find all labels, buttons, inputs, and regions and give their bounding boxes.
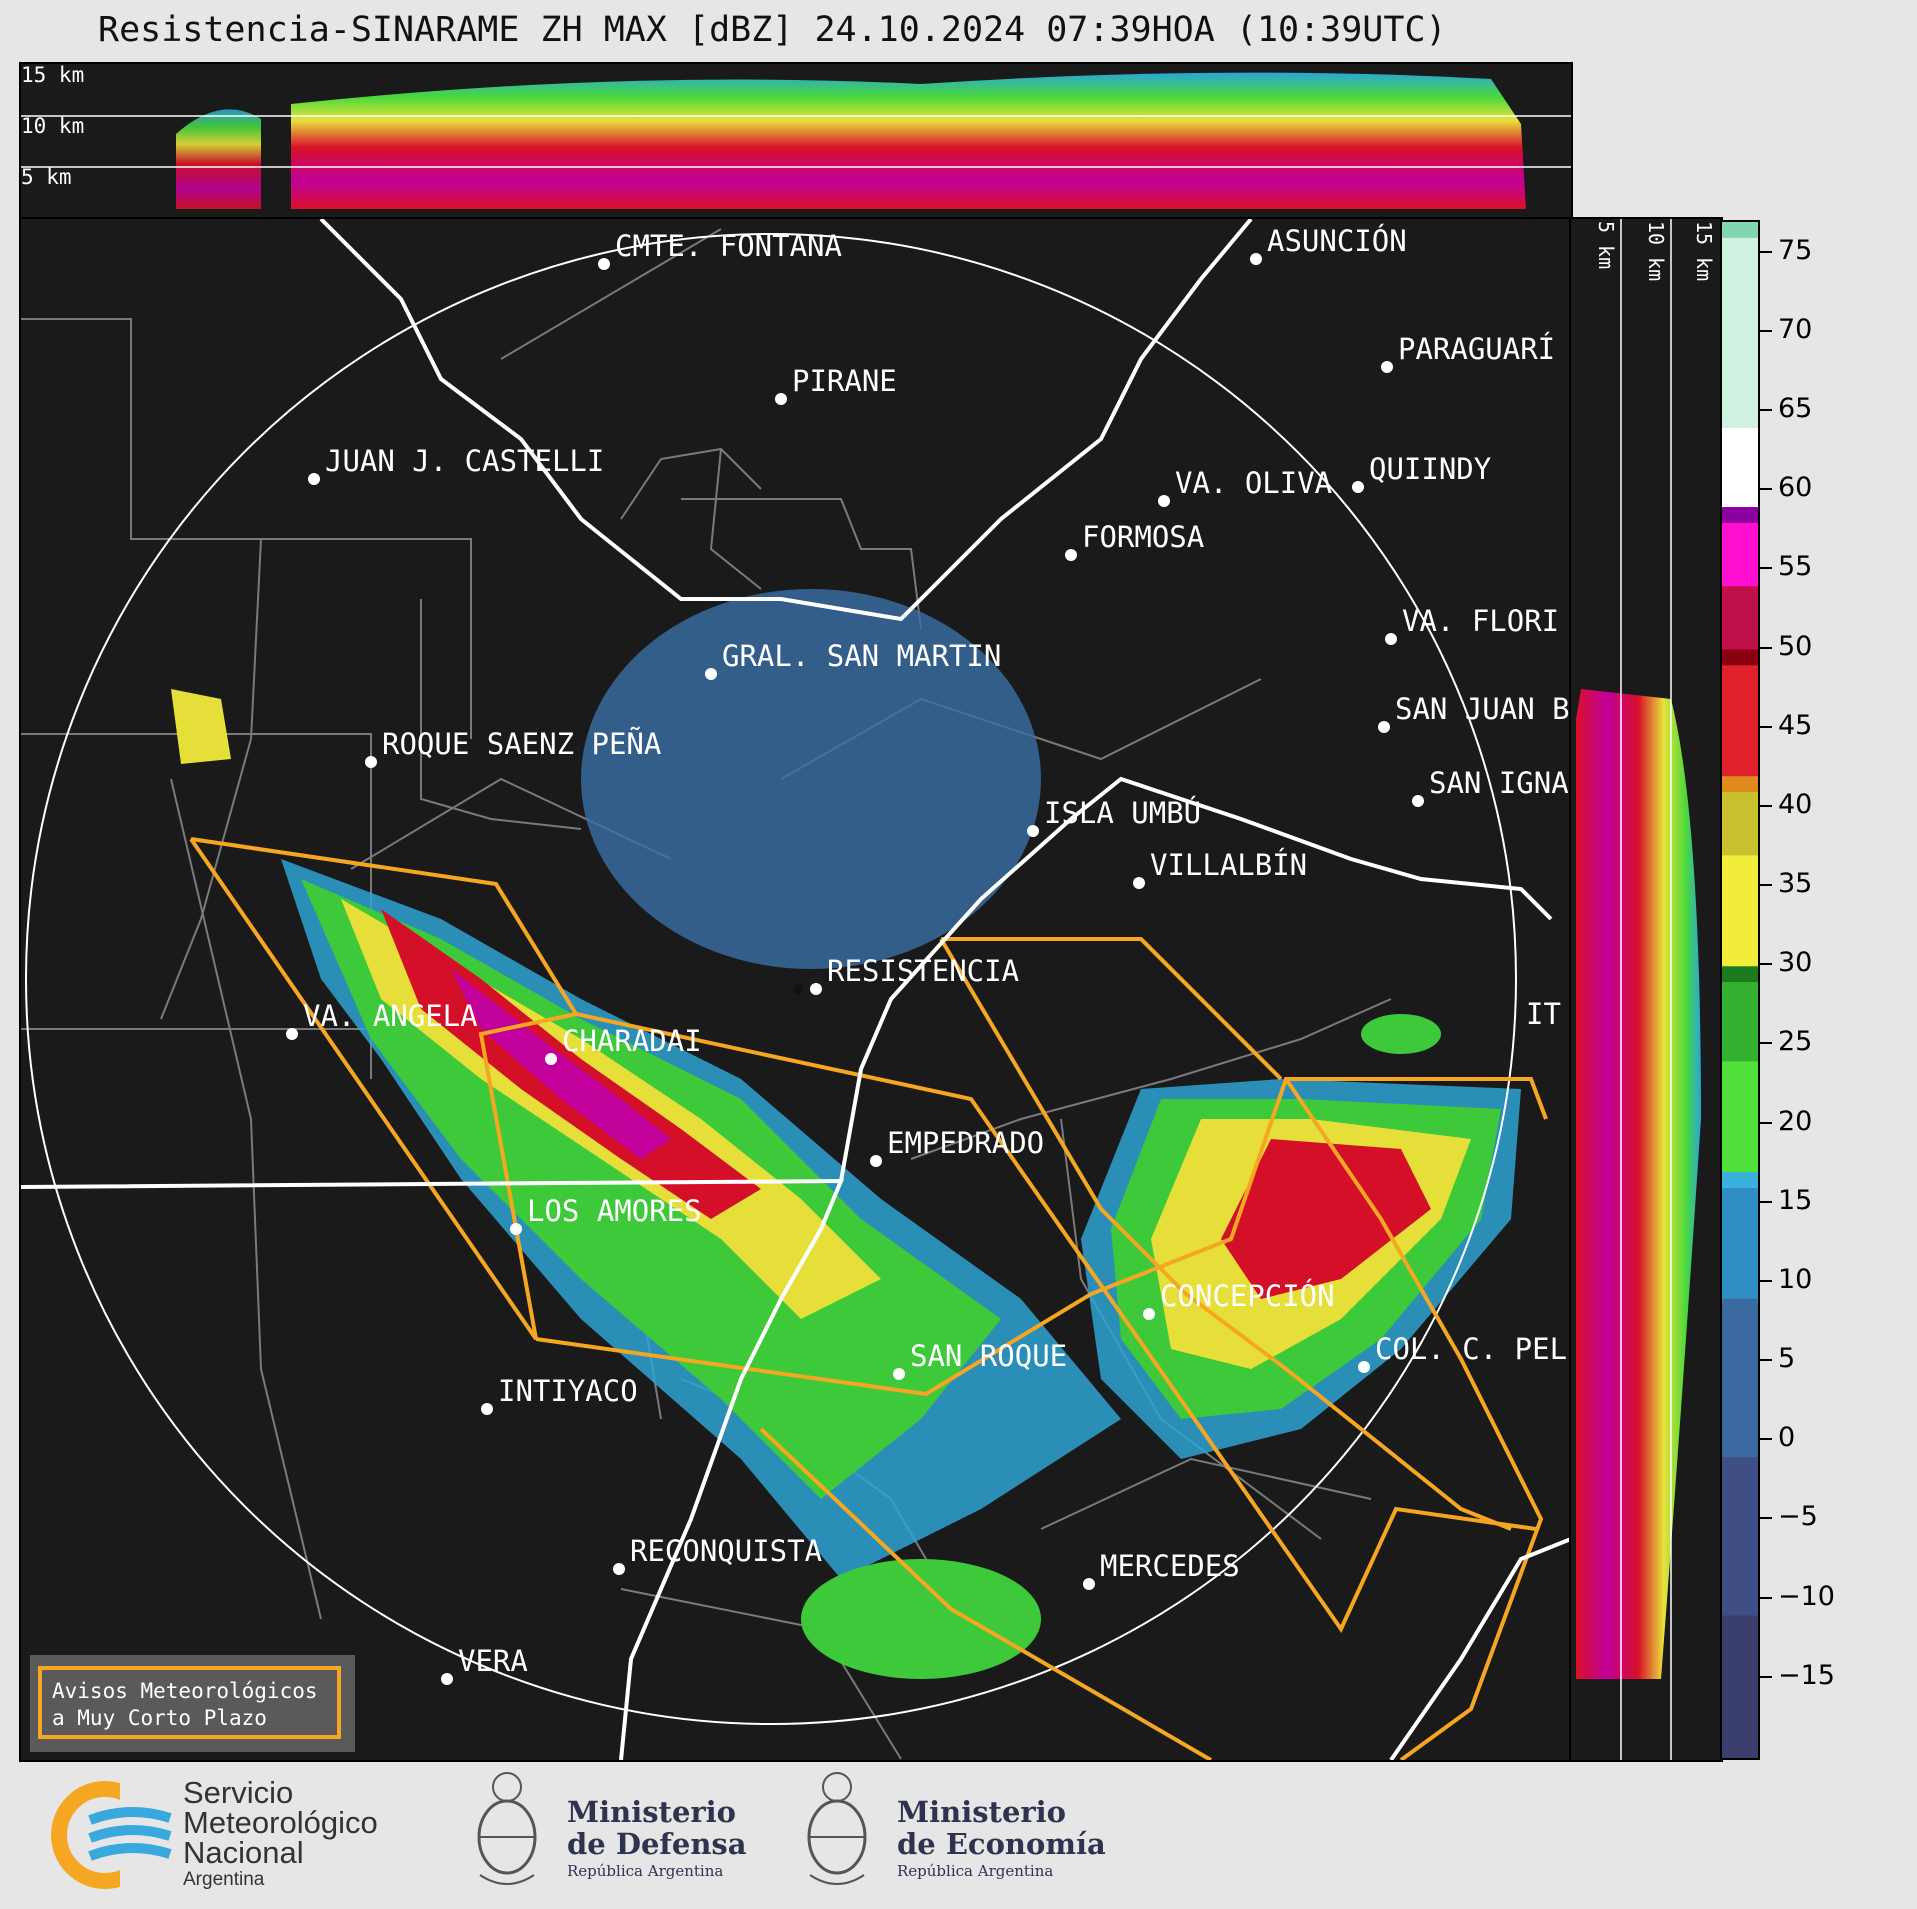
city-reconquista: RECONQUISTA [630,1534,822,1568]
city-san-roque: SAN ROQUE [910,1339,1067,1373]
height-label-5km: 5 km [21,165,72,189]
defensa-logo-text: Ministerio de Defensa República Argentin… [567,1795,747,1880]
colorbar-tick-label: 25 [1778,1026,1813,1058]
colorbar-tick [1758,804,1772,807]
colorbar-tick-label: 75 [1778,234,1813,266]
colorbar-tick [1758,1121,1772,1124]
colorbar-tick-label: 30 [1778,947,1813,979]
colorbar-tick-label: 0 [1778,1422,1796,1454]
city-san-juan-b: SAN JUAN B [1395,692,1570,726]
city-itati: IT [1526,997,1561,1031]
radar-map: CMTE. FONTANA ASUNCIÓN PIRANE PARAGUARÍ … [19,217,1573,1762]
colorbar-tick [1758,884,1772,887]
economia-seal-icon [800,1765,875,1895]
colorbar-tick-label: 20 [1778,1105,1813,1137]
city-labels: CMTE. FONTANA ASUNCIÓN PIRANE PARAGUARÍ … [286,224,1570,1685]
city-va-angela: VA. ANGELA [303,999,478,1033]
city-asuncion: ASUNCIÓN [1267,224,1407,258]
colorbar-tick-label: 50 [1778,630,1813,662]
colorbar-tick [1758,488,1772,491]
colorbar-tick [1758,725,1772,728]
radar-site-marker [793,984,803,994]
city-villalbin: VILLALBÍN [1150,848,1307,882]
city-formosa: FORMOSA [1082,520,1204,554]
colorbar-tick [1758,250,1772,253]
map-title: Resistencia-SINARAME ZH MAX [dBZ] 24.10.… [98,10,1447,50]
colorbar-tick-label: −10 [1778,1580,1835,1612]
height-label-10km: 10 km [21,114,84,138]
warning-legend-label: Avisos Meteorológicos a Muy Corto Plazo [38,1666,341,1739]
colorbar-tick [1758,1042,1772,1045]
city-los-amores: LOS AMORES [527,1194,702,1228]
colorbar-tick [1758,1438,1772,1441]
colorbar-tick-label: −5 [1778,1501,1818,1533]
warning-polygons [189,837,1548,1760]
colorbar-tick [1758,567,1772,570]
colorbar-tick-label: 15 [1778,1184,1813,1216]
country-borders [21,219,1571,1760]
economia-logo-text: Ministerio de Economía República Argenti… [897,1795,1106,1880]
city-cmte-fontana: CMTE. FONTANA [615,229,842,263]
city-juan-j-castelli: JUAN J. CASTELLI [325,444,604,478]
colorbar-tick-label: 40 [1778,788,1813,820]
side-cross-section: 5 km 10 km 15 km [1569,217,1723,1762]
side-height-5km: 5 km [1594,221,1618,269]
legend-line-1: Avisos Meteorológicos [52,1679,318,1703]
admin-borders [21,228,1392,1760]
side-height-15km: 15 km [1692,221,1716,281]
city-empedrado: EMPEDRADO [887,1126,1044,1160]
colorbar-tick [1758,963,1772,966]
colorbar-tick-label: 70 [1778,313,1813,345]
city-quiindy: QUIINDY [1369,452,1491,486]
city-pirane: PIRANE [792,364,897,398]
city-charadai: CHARADAI [562,1024,702,1058]
colorbar-tick-label: 65 [1778,393,1813,425]
city-col-c-pellegrini: COL. C. PEL [1375,1332,1567,1366]
colorbar-tick [1758,1200,1772,1203]
colorbar-tick [1758,409,1772,412]
colorbar-tick [1758,1517,1772,1520]
city-va-florida: VA. FLORI [1402,604,1559,638]
colorbar-tick-label: 10 [1778,1263,1813,1295]
colorbar [1720,220,1760,1760]
colorbar-tick [1758,1675,1772,1678]
city-resistencia: RESISTENCIA [827,954,1019,988]
top-cross-section: 15 km 10 km 5 km [19,62,1573,221]
city-isla-umbu: ISLA UMBÚ [1044,796,1201,830]
city-paraguari: PARAGUARÍ [1398,332,1555,366]
city-mercedes: MERCEDES [1100,1549,1240,1583]
city-va-oliva: VA. OLIVA [1175,466,1332,500]
colorbar-tick-label: −15 [1778,1659,1835,1691]
city-vera: VERA [458,1644,528,1678]
colorbar-tick [1758,1596,1772,1599]
height-label-15km: 15 km [21,64,84,87]
city-intiyaco: INTIYACO [498,1374,638,1408]
radar-echoes [171,589,1521,1679]
smn-logo [50,1780,180,1890]
city-san-ignacio: SAN IGNA [1429,766,1569,800]
colorbar-tick-label: 35 [1778,868,1813,900]
side-height-10km: 10 km [1644,221,1668,281]
legend-line-2: a Muy Corto Plazo [52,1706,267,1730]
colorbar-tick-label: 55 [1778,551,1813,583]
radar-range-ring [25,233,1517,1725]
colorbar-tick [1758,329,1772,332]
colorbar-tick-label: 5 [1778,1343,1796,1375]
city-gral-san-martin: GRAL. SAN MARTIN [722,639,1001,673]
smn-logo-text: Servicio Meteorológico Nacional Argentin… [183,1775,378,1890]
city-roque-saenz-pena: ROQUE SAENZ PEÑA [382,727,661,761]
colorbar-tick-label: 60 [1778,472,1813,504]
defensa-seal-icon [470,1765,545,1895]
colorbar-tick [1758,1279,1772,1282]
colorbar-tick [1758,1359,1772,1362]
colorbar-tick [1758,646,1772,649]
colorbar-tick-label: 45 [1778,709,1813,741]
city-concepcion: CONCEPCIÓN [1160,1279,1335,1313]
